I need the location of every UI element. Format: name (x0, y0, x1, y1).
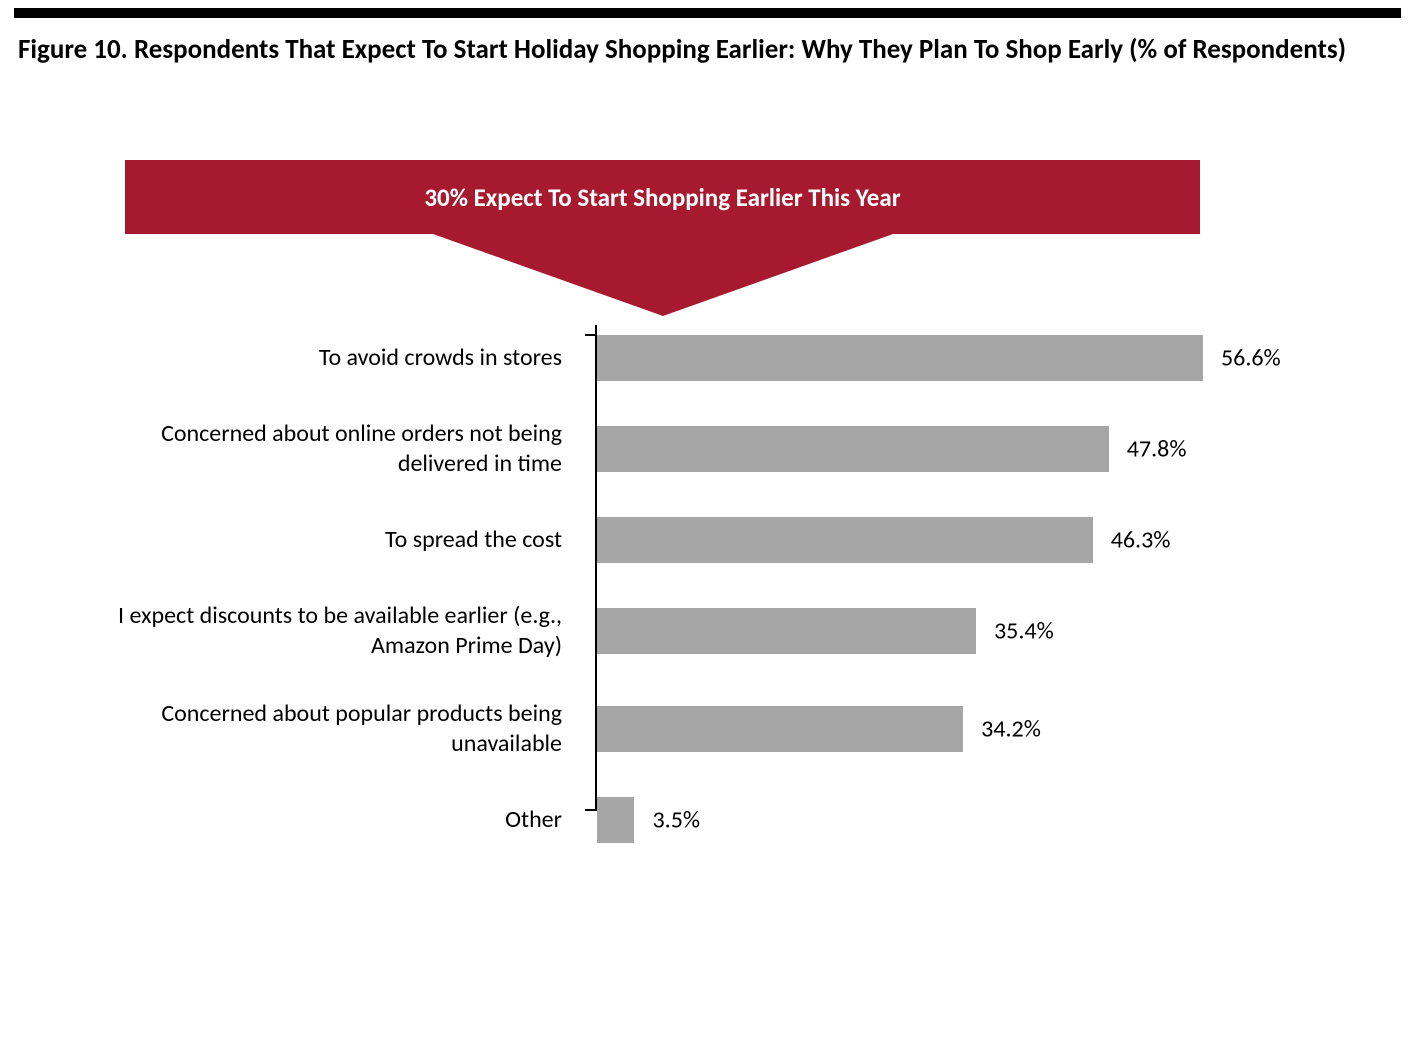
axis-tick-top (585, 334, 597, 336)
bar-value: 3.5% (652, 806, 700, 835)
figure-title: Figure 10. Respondents That Expect To St… (18, 32, 1397, 68)
bar (597, 426, 1109, 472)
top-rule (14, 8, 1401, 18)
bar (597, 797, 634, 843)
reasons-bar-chart: To avoid crowds in stores 56.6% Concerned … (80, 335, 1330, 843)
chart-rows: To avoid crowds in stores 56.6% Concerned … (80, 335, 1330, 843)
chart-row: To avoid crowds in stores 56.6% (80, 335, 1330, 381)
chart-row: I expect discounts to be available earli… (80, 601, 1330, 661)
bar-label: To avoid crowds in stores (80, 343, 580, 373)
bar-zone: 56.6% (597, 335, 1327, 381)
axis-tick-bottom (585, 809, 597, 811)
bar (597, 608, 976, 654)
bar-label: I expect discounts to be available earli… (80, 601, 580, 661)
bar-zone: 34.2% (597, 706, 1327, 752)
bar-value: 47.8% (1127, 435, 1187, 464)
chart-row: Concerned about popular products being u… (80, 699, 1330, 759)
bar-value: 34.2% (981, 715, 1041, 744)
callout-banner-arrow (433, 234, 893, 316)
bar-label: Concerned about online orders not being … (80, 419, 580, 479)
bar-label: Other (80, 805, 580, 835)
chart-row: Concerned about online orders not being … (80, 419, 1330, 479)
callout-banner: 30% Expect To Start Shopping Earlier Thi… (125, 160, 1200, 316)
bar-value: 46.3% (1111, 526, 1171, 555)
bar-zone: 47.8% (597, 426, 1327, 472)
callout-banner-text: 30% Expect To Start Shopping Earlier Thi… (424, 182, 900, 213)
bar-label: To spread the cost (80, 525, 580, 555)
bar (597, 706, 963, 752)
bar-zone: 3.5% (597, 797, 1327, 843)
bar-label: Concerned about popular products being u… (80, 699, 580, 759)
chart-row: To spread the cost 46.3% (80, 517, 1330, 563)
chart-row: Other 3.5% (80, 797, 1330, 843)
bar-zone: 35.4% (597, 608, 1327, 654)
callout-banner-body: 30% Expect To Start Shopping Earlier Thi… (125, 160, 1200, 234)
bar-zone: 46.3% (597, 517, 1327, 563)
bar (597, 335, 1203, 381)
bar-value: 35.4% (994, 617, 1054, 646)
bar (597, 517, 1093, 563)
bar-value: 56.6% (1221, 344, 1281, 373)
